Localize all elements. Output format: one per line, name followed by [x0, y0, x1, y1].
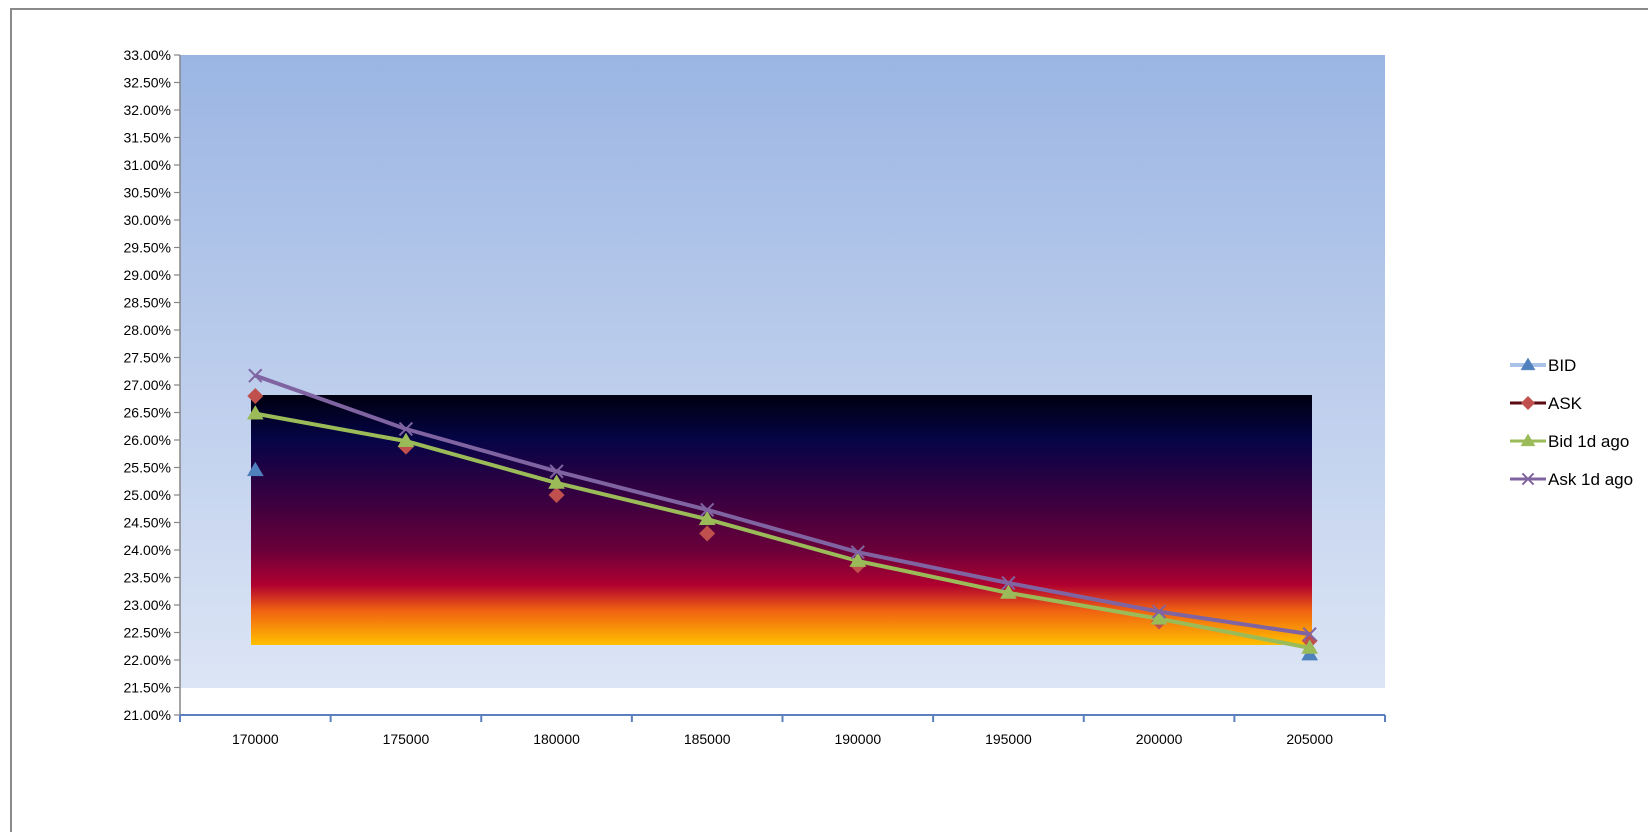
legend-marker-bid: [1520, 357, 1536, 371]
y-tick-label: 27.00%: [124, 377, 171, 393]
legend-label-bid: BID: [1548, 356, 1576, 375]
series-bid-1d-ago: [246, 405, 1319, 654]
series-ask-1d-ago: [248, 368, 1317, 642]
legend-marker-ask: [1521, 396, 1535, 410]
x-tick-label: 205000: [1286, 731, 1333, 747]
y-tick-label: 29.00%: [124, 267, 171, 283]
y-tick-label: 22.00%: [124, 652, 171, 668]
data-point-bid-1d-ago: [1150, 610, 1168, 625]
data-point-bid: [246, 461, 264, 477]
x-tick-label: 190000: [834, 731, 881, 747]
data-point-bid-1d-ago: [548, 474, 566, 489]
data-point-ask: [247, 388, 264, 404]
legend-item-bid: BID: [1510, 356, 1576, 375]
x-tick-label: 200000: [1136, 731, 1183, 747]
y-tick-label: 30.50%: [124, 185, 171, 201]
y-tick-label: 21.00%: [124, 707, 171, 723]
y-tick-label: 23.50%: [124, 570, 171, 586]
y-tick-label: 27.50%: [124, 350, 171, 366]
y-tick-label: 28.50%: [124, 295, 171, 311]
x-tick-label: 170000: [232, 731, 279, 747]
y-tick-label: 25.00%: [124, 487, 171, 503]
data-point-ask-1d-ago: [850, 545, 865, 560]
legend-marker-ask-1d-ago: [1521, 472, 1535, 486]
data-point-bid-1d-ago: [1000, 584, 1017, 599]
y-tick-label: 26.50%: [124, 405, 171, 421]
y-tick-label: 31.00%: [124, 157, 171, 173]
y-tick-label: 24.00%: [124, 542, 171, 558]
data-point-bid-1d-ago: [1301, 639, 1319, 654]
data-point-ask: [548, 487, 565, 503]
data-point-ask-1d-ago: [248, 368, 263, 383]
data-point-ask-1d-ago: [1302, 627, 1317, 642]
y-tick-label: 21.50%: [124, 680, 171, 696]
y-tick-label: 25.50%: [124, 460, 171, 476]
legend-item-ask: ASK: [1510, 394, 1583, 413]
series-line-bid-1d-ago: [254, 411, 1311, 650]
legend-item-bid-1d-ago: Bid 1d ago: [1510, 432, 1629, 451]
data-point-ask: [699, 525, 716, 542]
legend-label-ask-1d-ago: Ask 1d ago: [1548, 470, 1633, 489]
y-tick-label: 33.00%: [124, 47, 171, 63]
y-tick-label: 32.50%: [124, 75, 171, 91]
legend-label-bid-1d-ago: Bid 1d ago: [1548, 432, 1629, 451]
y-tick-label: 29.50%: [124, 240, 171, 256]
data-point-ask-1d-ago: [700, 502, 715, 517]
data-point-bid-1d-ago: [397, 432, 415, 447]
data-point-ask-1d-ago: [398, 421, 414, 437]
legend-item-ask-1d-ago: Ask 1d ago: [1510, 470, 1633, 489]
y-tick-label: 22.50%: [124, 625, 171, 641]
y-tick-label: 26.00%: [124, 432, 171, 448]
series-line-ask-1d-ago: [254, 373, 1310, 637]
data-point-bid-1d-ago: [849, 552, 867, 567]
data-point-ask-1d-ago: [549, 464, 564, 479]
y-tick-label: 30.00%: [124, 212, 171, 228]
y-tick-label: 28.00%: [124, 322, 171, 338]
x-tick-label: 195000: [985, 731, 1032, 747]
y-tick-label: 24.50%: [124, 515, 171, 531]
legend-marker-bid-1d-ago: [1520, 433, 1536, 447]
y-tick-label: 31.50%: [124, 130, 171, 146]
data-point-bid-1d-ago: [246, 405, 264, 420]
x-tick-label: 175000: [383, 731, 430, 747]
data-point-ask-1d-ago: [1151, 604, 1167, 619]
legend-label-ask: ASK: [1548, 394, 1583, 413]
data-point-bid-1d-ago: [698, 510, 716, 526]
y-tick-label: 23.00%: [124, 597, 171, 613]
x-tick-label: 185000: [684, 731, 731, 747]
y-tick-label: 32.00%: [124, 102, 171, 118]
x-tick-label: 180000: [533, 731, 580, 747]
data-point-ask-1d-ago: [1001, 575, 1016, 591]
